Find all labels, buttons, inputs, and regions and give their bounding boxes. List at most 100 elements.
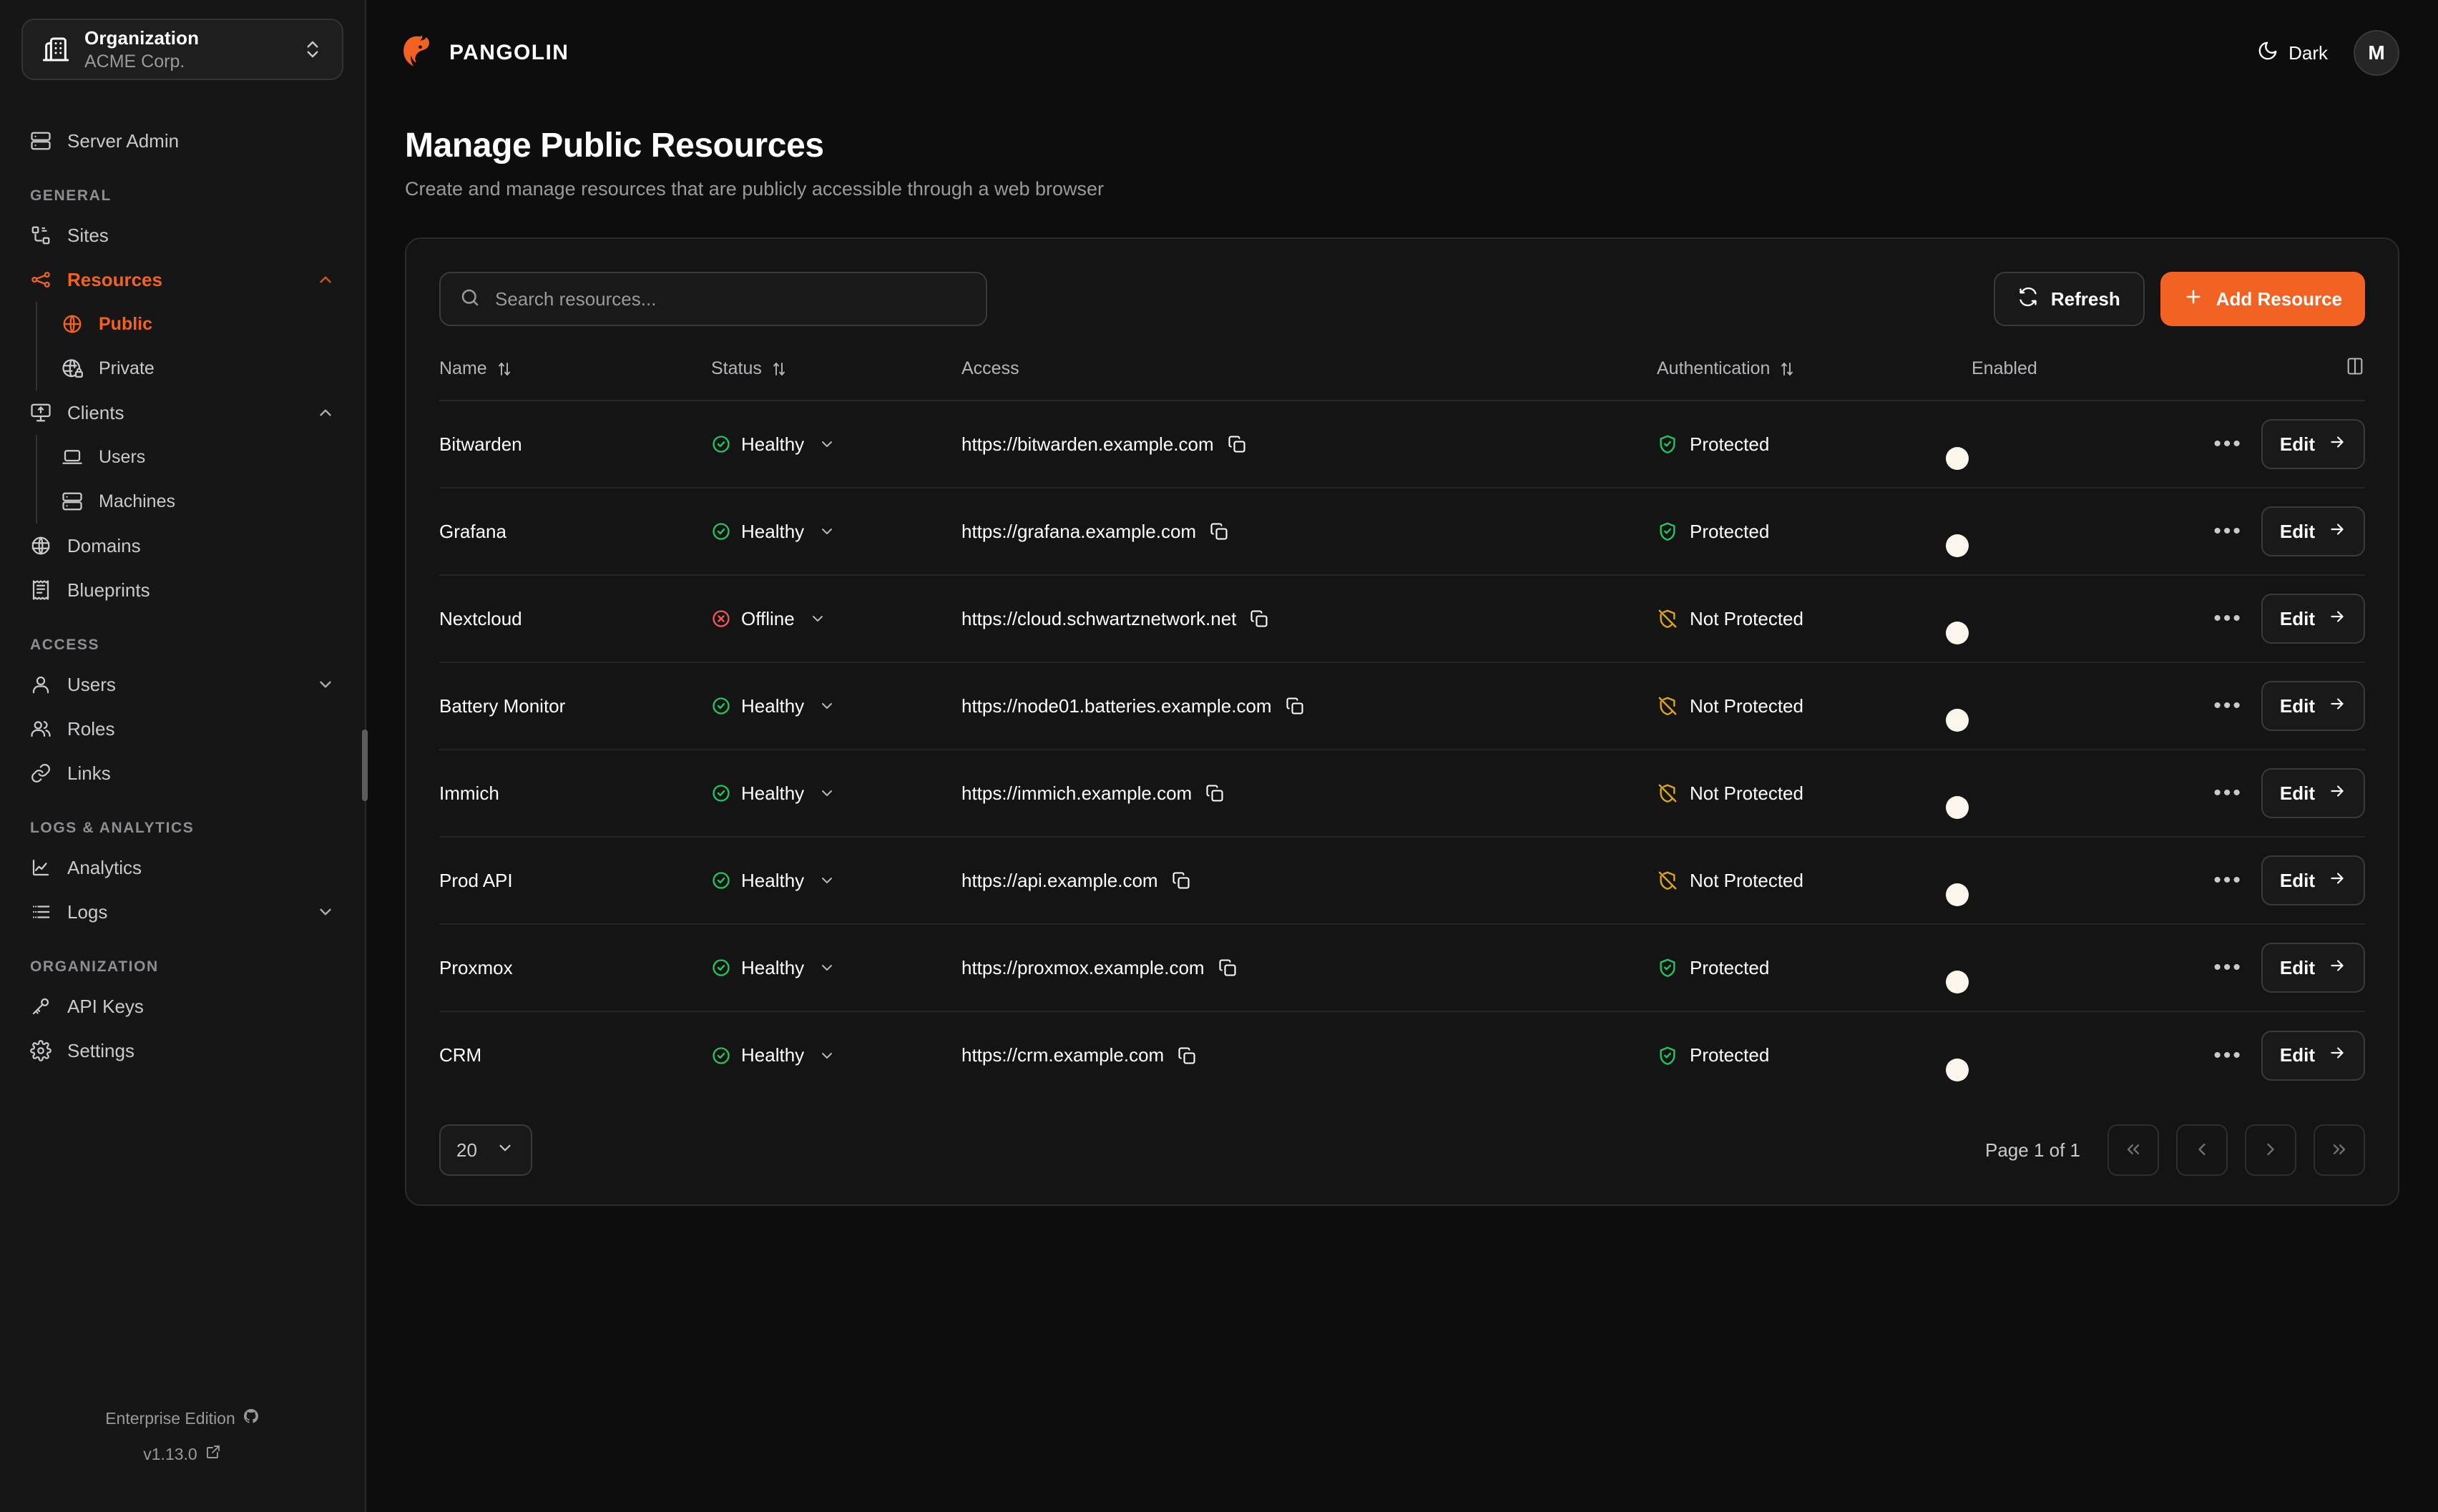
- sidebar-item-blueprints[interactable]: Blueprints: [21, 568, 343, 612]
- table-row[interactable]: Grafana Healthy https://grafana.example.co…: [439, 488, 2365, 576]
- last-page-button[interactable]: [2314, 1124, 2365, 1176]
- sidebar-item-analytics[interactable]: Analytics: [21, 845, 343, 890]
- sidebar-item-domains[interactable]: Domains: [21, 524, 343, 568]
- avatar[interactable]: M: [2354, 30, 2399, 76]
- org-switcher[interactable]: Organization ACME Corp.: [21, 19, 343, 80]
- status-badge[interactable]: Healthy: [711, 782, 961, 805]
- copy-url-icon[interactable]: [1209, 521, 1229, 541]
- edit-button[interactable]: Edit: [2261, 506, 2365, 556]
- cell-access: https://bitwarden.example.com: [961, 401, 1657, 489]
- sidebar-item-settings[interactable]: Settings: [21, 1029, 343, 1073]
- edit-label: Edit: [2279, 1044, 2315, 1066]
- copy-url-icon[interactable]: [1218, 958, 1238, 978]
- chevron-down-icon[interactable]: [818, 436, 836, 453]
- status-badge[interactable]: Healthy: [711, 433, 961, 456]
- edit-button[interactable]: Edit: [2261, 1030, 2365, 1081]
- chevron-down-icon[interactable]: [818, 697, 836, 715]
- page-size-select[interactable]: 20: [439, 1124, 532, 1176]
- column-header-name[interactable]: Name: [439, 356, 711, 401]
- row-more-button[interactable]: •••: [2213, 1043, 2243, 1067]
- status-badge[interactable]: Healthy: [711, 695, 961, 717]
- column-header-actions[interactable]: [2150, 356, 2365, 401]
- row-more-button[interactable]: •••: [2213, 607, 2243, 630]
- copy-url-icon[interactable]: [1205, 783, 1225, 803]
- table-row[interactable]: Immich Healthy https://immich.example.com N…: [439, 750, 2365, 838]
- copy-url-icon[interactable]: [1285, 696, 1305, 716]
- status-badge[interactable]: Offline: [711, 608, 961, 630]
- sidebar-item-logs[interactable]: Logs: [21, 890, 343, 934]
- copy-url-icon[interactable]: [1171, 870, 1191, 890]
- add-resource-button[interactable]: Add Resource: [2160, 272, 2365, 326]
- chevron-down-icon[interactable]: [818, 523, 836, 540]
- sidebar-item-clients-users[interactable]: Users: [53, 435, 343, 479]
- row-more-button[interactable]: •••: [2213, 519, 2243, 543]
- column-header-authentication[interactable]: Authentication: [1657, 356, 1972, 401]
- edit-button[interactable]: Edit: [2261, 419, 2365, 469]
- edition-line[interactable]: Enterprise Edition: [21, 1408, 343, 1429]
- version-line[interactable]: v1.13.0: [21, 1443, 343, 1465]
- status-badge[interactable]: Healthy: [711, 521, 961, 543]
- table-row[interactable]: Battery Monitor Healthy https://node01.bat…: [439, 662, 2365, 750]
- edit-button[interactable]: Edit: [2261, 943, 2365, 993]
- table-row[interactable]: Nextcloud Offline https://cloud.schwartzne…: [439, 575, 2365, 663]
- copy-url-icon[interactable]: [1249, 609, 1269, 629]
- version-label: v1.13.0: [143, 1444, 197, 1463]
- github-icon[interactable]: [243, 1408, 260, 1429]
- row-more-button[interactable]: •••: [2213, 694, 2243, 717]
- arrow-right-icon: [2328, 694, 2346, 718]
- refresh-button[interactable]: Refresh: [1993, 272, 2145, 326]
- edit-button[interactable]: Edit: [2261, 594, 2365, 644]
- status-badge[interactable]: Healthy: [711, 1044, 961, 1066]
- external-link-icon[interactable]: [205, 1443, 222, 1465]
- edit-button[interactable]: Edit: [2261, 768, 2365, 818]
- table-row[interactable]: CRM Healthy https://crm.example.com Protect…: [439, 1011, 2365, 1099]
- search-input[interactable]: [495, 288, 967, 310]
- cell-actions: ••• Edit: [2150, 924, 2365, 1012]
- sidebar-item-links[interactable]: Links: [21, 751, 343, 795]
- sidebar-item-roles[interactable]: Roles: [21, 707, 343, 751]
- sidebar-item-clients[interactable]: Clients: [21, 391, 343, 435]
- column-header-status[interactable]: Status: [711, 356, 961, 401]
- table-row[interactable]: Bitwarden Healthy https://bitwarden.exampl…: [439, 401, 2365, 489]
- globe-icon: [30, 535, 52, 556]
- sidebar-item-sites[interactable]: Sites: [21, 213, 343, 257]
- table-row[interactable]: Proxmox Healthy https://proxmox.example.co…: [439, 924, 2365, 1012]
- chevron-down-icon[interactable]: [809, 610, 826, 627]
- row-more-button[interactable]: •••: [2213, 868, 2243, 892]
- sidebar-item-machines[interactable]: Machines: [53, 479, 343, 524]
- first-page-button[interactable]: [2107, 1124, 2159, 1176]
- status-badge[interactable]: Healthy: [711, 870, 961, 892]
- table-row[interactable]: Prod API Healthy https://api.example.com No…: [439, 837, 2365, 925]
- status-badge[interactable]: Healthy: [711, 957, 961, 979]
- status-label: Healthy: [741, 433, 805, 455]
- row-more-button[interactable]: •••: [2213, 432, 2243, 456]
- next-page-button[interactable]: [2245, 1124, 2296, 1176]
- chevron-right-icon: [2261, 1139, 2281, 1162]
- sidebar-item-users[interactable]: Users: [21, 662, 343, 707]
- sidebar-scrollbar-thumb[interactable]: [362, 730, 368, 801]
- sites-icon: [30, 225, 52, 246]
- chevron-down-icon[interactable]: [818, 872, 836, 889]
- sidebar-item-private[interactable]: Private: [53, 346, 343, 391]
- arrow-right-icon: [2328, 607, 2346, 631]
- theme-toggle[interactable]: Dark: [2257, 40, 2328, 67]
- prev-page-button[interactable]: [2176, 1124, 2228, 1176]
- search-box[interactable]: [439, 272, 987, 326]
- row-more-button[interactable]: •••: [2213, 956, 2243, 979]
- globe-icon: [62, 313, 83, 335]
- row-more-button[interactable]: •••: [2213, 781, 2243, 805]
- edit-button[interactable]: Edit: [2261, 855, 2365, 905]
- cell-enabled: [1946, 750, 2150, 838]
- copy-url-icon[interactable]: [1227, 434, 1247, 454]
- sidebar-item-server-admin[interactable]: Server Admin: [21, 119, 343, 163]
- edit-button[interactable]: Edit: [2261, 681, 2365, 731]
- chevron-down-icon[interactable]: [818, 1047, 836, 1064]
- chevron-down-icon[interactable]: [818, 959, 836, 976]
- chevron-down-icon[interactable]: [818, 785, 836, 802]
- sidebar-item-resources[interactable]: Resources: [21, 257, 343, 302]
- copy-url-icon[interactable]: [1177, 1046, 1197, 1066]
- sidebar-item-api-keys[interactable]: API Keys: [21, 984, 343, 1029]
- brand[interactable]: PANGOLIN: [398, 33, 569, 73]
- panel-columns-icon[interactable]: [2345, 356, 2365, 376]
- sidebar-item-public[interactable]: Public: [53, 302, 343, 346]
